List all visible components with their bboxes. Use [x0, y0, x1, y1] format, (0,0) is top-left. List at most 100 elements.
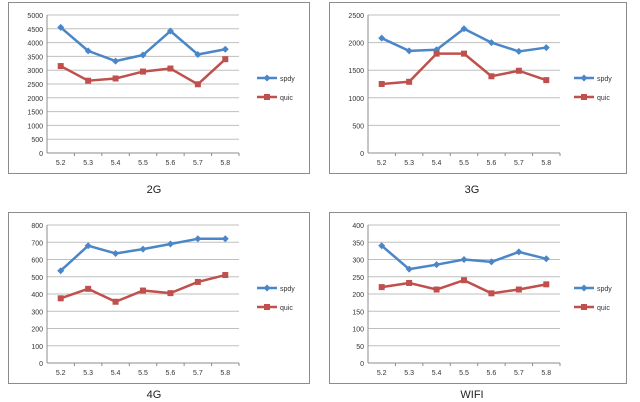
data-point-spdy [515, 47, 523, 55]
data-point-spdy [139, 51, 147, 59]
data-point-spdy [194, 50, 202, 58]
y-tick-label: 5000 [27, 13, 43, 20]
x-tick-label: 5.3 [83, 160, 93, 167]
data-point-quic [57, 63, 64, 70]
data-point-spdy [84, 47, 92, 55]
y-tick-label: 0 [39, 151, 43, 158]
x-tick-label: 5.6 [487, 370, 497, 377]
x-tick-label: 5.4 [111, 160, 121, 167]
y-tick-label: 1000 [27, 123, 43, 130]
x-tick-label: 5.5 [138, 370, 148, 377]
data-point-spdy [139, 245, 147, 253]
x-tick-label: 5.8 [541, 160, 551, 167]
x-tick-label: 5.6 [166, 160, 176, 167]
data-point-spdy [166, 240, 174, 248]
data-point-spdy [112, 249, 120, 257]
legend-marker-spdy [263, 74, 271, 82]
data-point-spdy [433, 261, 441, 269]
chart-title-3g: 3G [464, 184, 480, 196]
legend-label-quic: quic [280, 95, 293, 102]
chart-panel-3g: 0 500 1000 1500 2000 2500 5.2 5.3 5.4 5.5 5.6 5.7 5.… [329, 2, 627, 174]
data-point-spdy [405, 47, 413, 55]
x-tick-label: 5.4 [111, 370, 121, 377]
data-point-spdy [487, 258, 495, 266]
data-point-quic [222, 272, 229, 279]
y-tick-label: 0 [360, 361, 364, 368]
chart-4g: 0 100 200 300 400 500 600 700 800 5.2 5.3 5.4 5.5 5.6… [31, 223, 295, 377]
y-tick-label: 200 [31, 327, 43, 334]
y-tick-label: 300 [352, 258, 364, 265]
data-point-quic [222, 56, 229, 63]
y-tick-label: 600 [31, 258, 43, 265]
data-point-spdy [57, 267, 65, 275]
chart-title-wifi: WIFI [460, 389, 484, 401]
y-tick-label: 50 [356, 344, 364, 351]
chart-title-4g: 4G [146, 389, 162, 401]
chart-panel-4g: 0 100 200 300 400 500 600 700 800 5.2 5.3 5.4 5.5 5.6… [8, 212, 310, 384]
data-point-spdy [542, 44, 550, 52]
data-point-quic [378, 284, 385, 291]
x-tick-label: 5.7 [193, 160, 203, 167]
chart-wifi: 0 50 100 150 200 250 300 350 400 5.2 5.3 5.4 5.5 5.6 5… [352, 223, 612, 377]
data-point-spdy [515, 248, 523, 256]
legend-label-spdy: spdy [280, 286, 295, 293]
data-point-quic [515, 67, 522, 74]
y-tick-label: 2000 [27, 96, 43, 103]
y-tick-label: 100 [352, 327, 364, 334]
data-point-quic [543, 77, 550, 84]
data-point-quic [543, 281, 550, 288]
x-tick-label: 5.2 [377, 370, 387, 377]
y-tick-label: 1500 [27, 110, 43, 117]
data-point-spdy [378, 34, 386, 42]
chart-3g: 0 500 1000 1500 2000 2500 5.2 5.3 5.4 5.5 5.6 5.7 5.… [348, 13, 612, 167]
data-point-quic [433, 286, 440, 293]
data-point-spdy [84, 242, 92, 250]
y-tick-label: 300 [31, 309, 43, 316]
y-tick-label: 150 [352, 309, 364, 316]
data-point-quic [85, 285, 92, 292]
data-point-spdy [460, 256, 468, 263]
x-tick-label: 5.5 [459, 370, 469, 377]
x-tick-label: 5.3 [404, 370, 414, 377]
legend-label-spdy: spdy [280, 76, 295, 83]
x-tick-label: 5.8 [541, 370, 551, 377]
x-tick-label: 5.7 [514, 160, 524, 167]
y-tick-label: 1000 [348, 96, 364, 103]
y-tick-label: 500 [31, 137, 43, 144]
data-point-quic [515, 286, 522, 293]
data-point-quic [488, 73, 495, 80]
legend-marker-quic [264, 304, 270, 310]
legend-marker-spdy [263, 284, 271, 292]
y-tick-label: 2500 [27, 82, 43, 89]
y-tick-label: 0 [360, 151, 364, 158]
data-point-spdy [405, 265, 413, 273]
x-tick-label: 5.8 [220, 370, 230, 377]
data-point-spdy [112, 57, 120, 65]
legend-marker-spdy [580, 284, 588, 292]
data-point-quic [167, 65, 174, 72]
data-point-spdy [221, 45, 229, 53]
chart-panel-wifi: 0 50 100 150 200 250 300 350 400 5.2 5.3 5.4 5.5 5.6 5… [329, 212, 627, 384]
data-point-quic [140, 68, 146, 75]
y-tick-label: 2000 [348, 41, 364, 48]
y-tick-label: 2500 [348, 13, 364, 20]
data-point-spdy [378, 242, 386, 250]
data-point-quic [85, 77, 92, 84]
x-tick-label: 5.5 [138, 160, 148, 167]
y-tick-label: 350 [352, 240, 364, 247]
data-point-quic [194, 81, 201, 88]
y-tick-label: 250 [352, 275, 364, 282]
legend-label-spdy: spdy [597, 286, 612, 293]
legend-label-spdy: spdy [597, 76, 612, 83]
data-point-quic [167, 290, 174, 297]
y-tick-label: 400 [352, 223, 364, 230]
data-point-quic [112, 75, 119, 82]
legend-label-quic: quic [280, 305, 293, 312]
chart-panel-2g: 0 500 1000 1500 2000 2500 3000 3500 4000 4500 5000… [8, 2, 310, 174]
x-tick-label: 5.7 [514, 370, 524, 377]
y-tick-label: 500 [352, 123, 364, 130]
data-point-quic [378, 81, 385, 87]
data-point-quic [112, 298, 119, 305]
data-point-spdy [487, 39, 495, 47]
legend-label-quic: quic [597, 305, 610, 312]
